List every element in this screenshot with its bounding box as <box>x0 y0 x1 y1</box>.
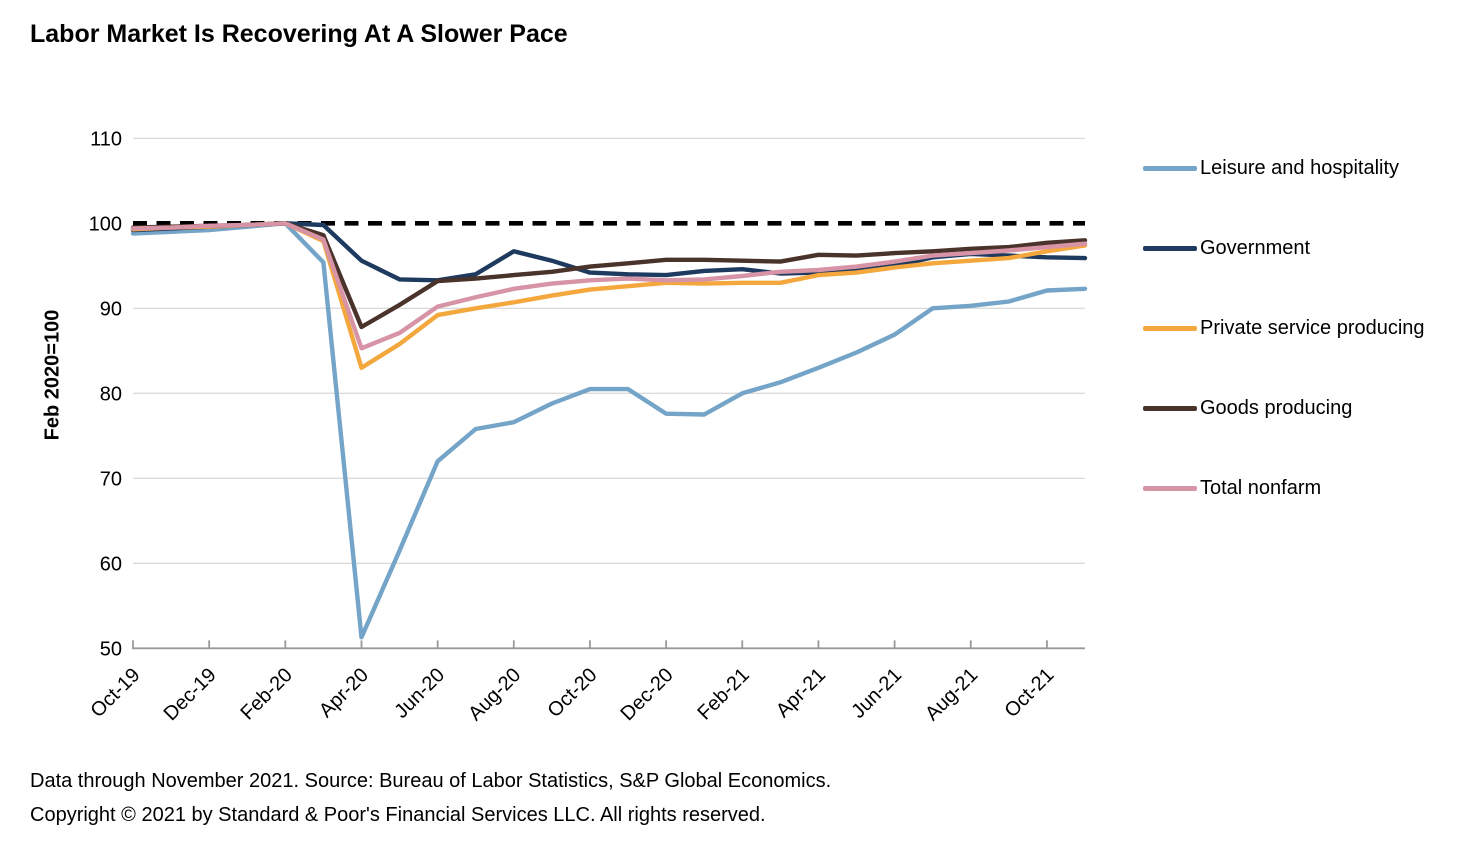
y-tick-label-80: 80 <box>100 383 122 405</box>
legend: Leisure and hospitality Government Private… <box>1143 128 1425 528</box>
y-tick-label-90: 90 <box>100 298 122 320</box>
y-tick-label-100: 100 <box>89 213 122 235</box>
y-tick-label-50: 50 <box>100 638 122 660</box>
x-tick-label-apr-21: Apr-21 <box>772 664 830 722</box>
source-note: Data through November 2021. Source: Bure… <box>30 770 832 792</box>
series-line-leisure-and-hospitality <box>130 221 1088 640</box>
x-tick-label-aug-21: Aug-21 <box>921 664 982 725</box>
x-tick-label-jun-20: Jun-20 <box>390 664 449 723</box>
x-tick-label-dec-19: Dec-19 <box>160 664 221 725</box>
x-tick-label-oct-21: Oct-21 <box>1000 664 1058 722</box>
chart-title: Labor Market Is Recovering At A Slower P… <box>30 20 568 48</box>
legend-swatch-leisure-and-hospitality <box>1143 165 1197 171</box>
y-tick-label-110: 110 <box>90 128 122 150</box>
legend-item-government: Government <box>1143 208 1425 288</box>
series-line-private-service-producing <box>130 221 1088 370</box>
x-tick-label-dec-20: Dec-20 <box>617 664 678 725</box>
series-line-total-nonfarm <box>130 221 1088 351</box>
x-tick-label-jun-21: Jun-21 <box>847 664 906 723</box>
legend-label-leisure-and-hospitality: Leisure and hospitality <box>1200 156 1400 179</box>
legend-label-government: Government <box>1200 236 1311 259</box>
x-tick-label-apr-20: Apr-20 <box>315 664 373 722</box>
y-tick-label-60: 60 <box>100 553 122 575</box>
legend-swatch-private-service-producing <box>1143 325 1197 331</box>
x-tick-label-feb-21: Feb-21 <box>693 664 753 724</box>
copyright-note: Copyright © 2021 by Standard & Poor's Fi… <box>30 804 766 826</box>
x-tick-label-oct-20: Oct-20 <box>543 664 601 722</box>
x-tick-label-aug-20: Aug-20 <box>464 664 525 725</box>
legend-item-goods-producing: Goods producing <box>1143 368 1425 448</box>
legend-swatch-total-nonfarm <box>1143 485 1197 491</box>
y-tick-label-70: 70 <box>100 468 122 490</box>
legend-label-total-nonfarm: Total nonfarm <box>1200 476 1322 499</box>
legend-item-private-service-producing: Private service producing <box>1143 288 1425 368</box>
legend-label-private-service-producing: Private service producing <box>1200 316 1425 339</box>
legend-swatch-goods-producing <box>1143 405 1197 411</box>
legend-label-goods-producing: Goods producing <box>1200 396 1353 419</box>
legend-item-leisure-and-hospitality: Leisure and hospitality <box>1143 128 1425 208</box>
x-tick-label-feb-20: Feb-20 <box>236 664 296 724</box>
legend-swatch-government <box>1143 245 1197 251</box>
legend-item-total-nonfarm: Total nonfarm <box>1143 448 1425 528</box>
footer: Data through November 2021. Source: Bure… <box>30 764 831 832</box>
x-tick-label-oct-19: Oct-19 <box>87 664 145 722</box>
